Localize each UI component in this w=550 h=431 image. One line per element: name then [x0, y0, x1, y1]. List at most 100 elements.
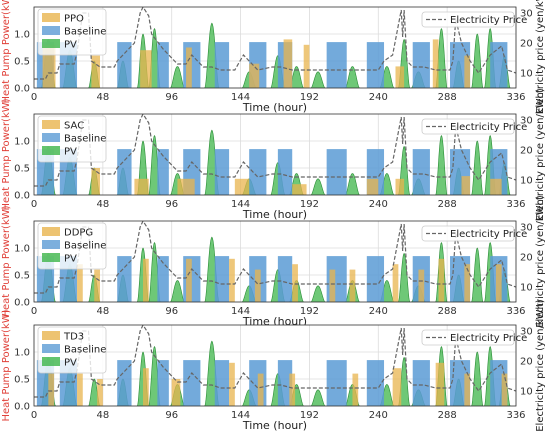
axes-frame [33, 220, 517, 303]
x-tick-label: 288 [438, 199, 457, 210]
y-right-axis-label: Electricity price (yen/kWh) [535, 88, 546, 221]
legend-label-pv: PV [64, 40, 77, 51]
x-axis-label: Time (hour) [242, 208, 307, 221]
baseline-bar-5 [214, 360, 230, 406]
y-left-axis-label: Heat Pump Power(kW) [1, 309, 12, 421]
legend-swatch-baseline [42, 133, 60, 142]
legend-right: Electricity Price [421, 329, 527, 346]
legend-right-box [421, 11, 515, 28]
method-bar-5 [283, 39, 293, 88]
y-left-tick-label: 0.0 [14, 191, 30, 202]
baseline-bar-2 [117, 360, 132, 406]
pv-area-peak-11 [310, 285, 326, 302]
legend-left: SAC Baseline PV [37, 115, 106, 163]
legend-swatch-pv [42, 357, 60, 366]
baseline-bar-9 [366, 256, 385, 302]
x-tick-label: 288 [438, 306, 457, 317]
method-bar-6 [257, 373, 264, 406]
y-right-tick-label: 20 [520, 39, 533, 50]
method-bar-11 [464, 373, 471, 406]
x-tick-label: 336 [506, 410, 525, 421]
legend-label-price: Electricity Price [450, 229, 527, 240]
method-bar-13 [495, 264, 502, 302]
method-bar-1 [134, 178, 149, 195]
baseline-bar-10 [412, 360, 430, 406]
pv-area-peak-12 [344, 66, 361, 88]
x-tick-label: 240 [369, 410, 388, 421]
electricity-price-line [34, 7, 516, 80]
y-left-tick-label: 0.0 [14, 402, 30, 413]
electricity-price-line [34, 114, 516, 187]
method-bar-7 [289, 373, 296, 406]
y-left-tick-label: 0.0 [14, 84, 30, 95]
x-tick-label: 0 [31, 92, 37, 103]
x-tick-label: 240 [369, 306, 388, 317]
method-bar-11 [438, 258, 445, 302]
method-bar-2 [177, 178, 195, 195]
baseline-bar-2 [117, 256, 132, 302]
legend-label-baseline: Baseline [64, 27, 106, 38]
y-right-tick-label: 30 [520, 327, 533, 338]
legend-label-method: DDPG [64, 228, 93, 239]
method-bar-8 [352, 373, 359, 406]
y-left-tick-label: 0.5 [14, 57, 30, 68]
method-bar-8 [432, 39, 439, 88]
pv-area-peak-14 [398, 252, 411, 302]
legend-label-method: PPO [64, 14, 84, 25]
method-bar-2 [97, 379, 103, 406]
x-tick-label: 192 [300, 306, 319, 317]
y-right-tick-label: 10 [520, 387, 533, 398]
y-left-tick-label: 1.0 [14, 244, 30, 255]
legend-swatch-baseline [42, 240, 60, 249]
x-tick-label: 336 [506, 92, 525, 103]
x-tick-label: 192 [300, 199, 319, 210]
baseline-bar-6 [249, 149, 267, 195]
method-bar-2 [143, 258, 149, 302]
legend-swatch-method [42, 13, 60, 22]
method-bar-9 [464, 55, 471, 88]
x-tick-label: 240 [369, 92, 388, 103]
y-left-tick-label: 1.0 [14, 30, 30, 41]
x-tick-label: 48 [96, 306, 109, 317]
method-bar-9 [392, 368, 402, 406]
x-tick-label: 336 [506, 199, 525, 210]
y-right-axis-label: Electricity price (yen/kWh) [535, 195, 546, 328]
baseline-bar-3 [157, 42, 169, 88]
baseline-bar-2 [117, 149, 132, 195]
legend-label-baseline: Baseline [64, 345, 106, 356]
method-bar-3 [234, 178, 250, 195]
y-right-tick-label: 20 [520, 146, 533, 157]
plot-marks [34, 7, 516, 88]
baseline-bar-8 [326, 360, 347, 406]
method-bar-6 [292, 264, 298, 302]
axes-frame [33, 6, 517, 89]
pv-area-peak-11 [310, 178, 326, 195]
method-bar-1 [94, 269, 100, 302]
legend-swatch-baseline [42, 26, 60, 35]
legend-label-pv: PV [64, 147, 77, 158]
method-bar-3 [143, 368, 149, 406]
method-bar-8 [349, 269, 356, 302]
baseline-bar-8 [326, 42, 347, 88]
legend-swatch-pv [42, 253, 60, 262]
method-bar-8 [490, 178, 502, 195]
y-right-axis-label: Electricity price (yen/kWh) [535, 299, 546, 431]
method-bar-5 [254, 269, 261, 302]
pv-area-peak-18 [471, 247, 484, 302]
method-bar-6 [395, 178, 405, 195]
y-left-axis-label: Heat Pump Power(kW) [1, 205, 12, 317]
legend-swatch-method [42, 120, 60, 129]
y-left-tick-label: 0.5 [14, 164, 30, 175]
method-bar-7 [461, 176, 471, 195]
y-right-tick-label: 10 [520, 69, 533, 80]
y-right-tick-label: 10 [520, 176, 533, 187]
x-axis-label: Time (hour) [242, 419, 307, 431]
legend-left: PPO Baseline PV [37, 8, 106, 56]
y-right-tick-label: 20 [520, 253, 533, 264]
baseline-bar-7 [277, 149, 293, 195]
method-bar-12 [464, 264, 471, 302]
x-tick-label: 48 [96, 410, 109, 421]
legend-label-method: TD3 [63, 332, 84, 343]
method-bar-0 [77, 264, 83, 302]
